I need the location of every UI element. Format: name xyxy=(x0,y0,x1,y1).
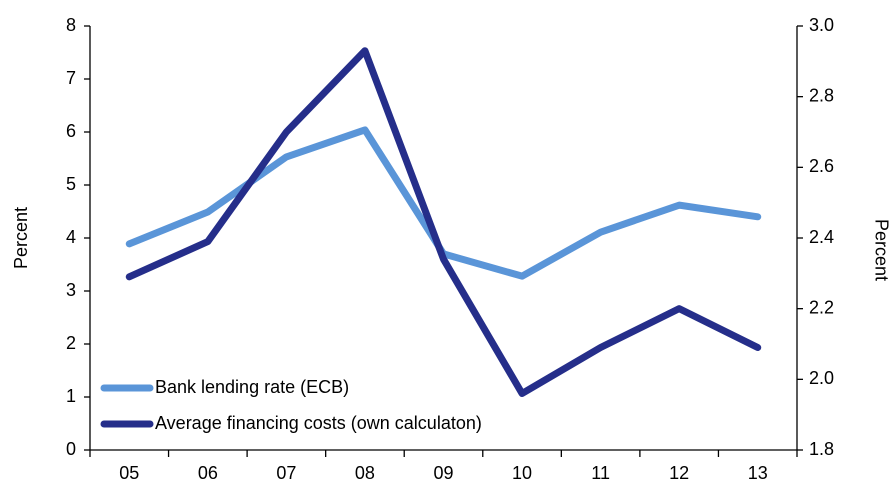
y-tick-label: 8 xyxy=(66,15,76,35)
y-tick-label: 3 xyxy=(66,280,76,300)
y-tick-label: 5 xyxy=(66,174,76,194)
y-tick-label: 2 xyxy=(66,333,76,353)
y2-tick-label: 1.8 xyxy=(809,439,834,459)
y2-axis-label: Percent xyxy=(871,219,891,281)
y2-tick-label: 2.6 xyxy=(809,156,834,176)
y-tick-label: 0 xyxy=(66,439,76,459)
x-tick-label: 08 xyxy=(355,463,375,483)
x-tick-label: 12 xyxy=(669,463,689,483)
y-axis-label: Percent xyxy=(11,207,31,269)
y-tick-label: 4 xyxy=(66,227,76,247)
y2-tick-label: 3.0 xyxy=(809,15,834,35)
y2-tick-label: 2.0 xyxy=(809,368,834,388)
y2-tick-label: 2.4 xyxy=(809,227,834,247)
series-line xyxy=(125,47,762,397)
x-tick-label: 09 xyxy=(433,463,453,483)
y2-tick-label: 2.2 xyxy=(809,297,834,317)
y-tick-label: 6 xyxy=(66,121,76,141)
x-tick-label: 13 xyxy=(748,463,768,483)
legend-label: Bank lending rate (ECB) xyxy=(155,377,349,397)
x-tick-label: 06 xyxy=(198,463,218,483)
x-tick-label: 11 xyxy=(591,463,610,483)
x-tick-label: 07 xyxy=(276,463,296,483)
y-tick-label: 1 xyxy=(66,386,76,406)
y-tick-label: 7 xyxy=(66,68,76,88)
legend-label: Average financing costs (own calculaton) xyxy=(155,413,482,433)
y2-tick-label: 2.8 xyxy=(809,85,834,105)
x-tick-label: 10 xyxy=(512,463,532,483)
x-tick-label: 05 xyxy=(119,463,139,483)
